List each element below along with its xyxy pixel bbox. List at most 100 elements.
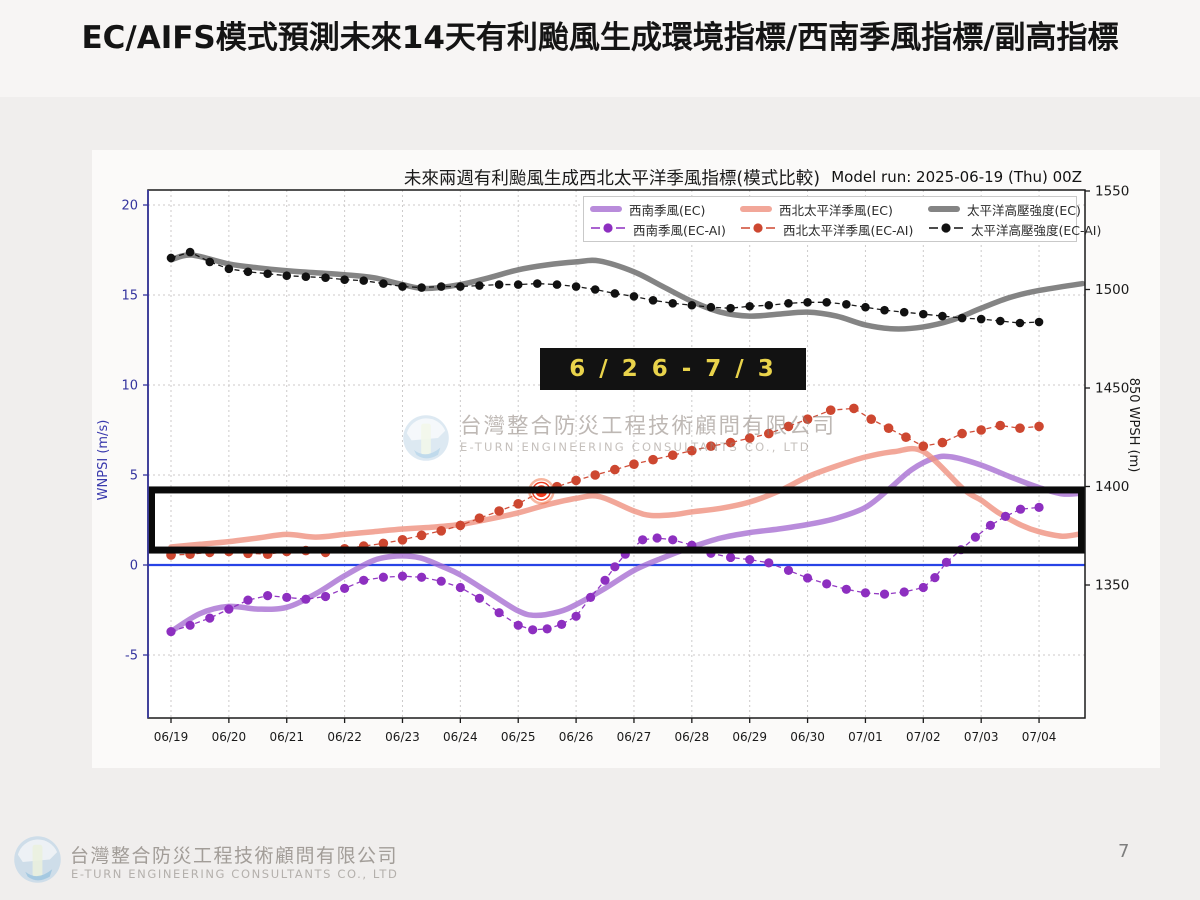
legend-label: 太平洋高壓強度(EC) <box>967 202 1081 218</box>
series-dot-sw_ai <box>1015 504 1026 514</box>
series-dot-sw_ai <box>822 579 832 589</box>
legend-line-swatch-icon <box>590 206 622 212</box>
series-dot-po_ai <box>803 298 812 307</box>
y-left-tick-label: 0 <box>130 559 138 574</box>
series-dot-po_ai <box>976 314 986 324</box>
series-dot-nwp_ai <box>436 526 447 536</box>
x-tick-label: 07/04 <box>1022 730 1057 744</box>
series-dot-nwp_ai <box>957 428 967 439</box>
series-dot-po_ai <box>456 282 465 291</box>
series-dot-sw_ai <box>378 572 388 582</box>
series-dot-sw_ai <box>985 520 996 531</box>
series-dot-nwp_ai <box>648 454 658 465</box>
slide-title: EC/AIFS模式預測未來14天有利颱風生成環境指標/西南季風指標/副高指標 <box>81 20 1119 56</box>
page-number: 7 <box>1118 841 1130 862</box>
legend-item-nwp_ec: 西北太平洋季風(EC) <box>740 200 928 219</box>
series-dot-po_ai <box>340 275 349 284</box>
x-tick-label: 06/28 <box>675 730 710 744</box>
series-dot-po_ai <box>668 298 678 308</box>
series-dot-nwp_ai <box>937 437 948 448</box>
series-dot-sw_ai <box>879 589 890 599</box>
series-dot-sw_ai <box>243 595 253 605</box>
series-dot-po_ai <box>1034 317 1044 327</box>
series-dot-sw_ai <box>783 565 794 576</box>
series-dot-nwp_ai <box>455 520 466 531</box>
series-dot-po_ai <box>494 280 504 289</box>
series-dot-po_ai <box>687 300 697 310</box>
series-dot-sw_ai <box>474 593 485 603</box>
x-tick-label: 06/23 <box>385 730 420 744</box>
y-right-tick-label: 1350 <box>1095 578 1129 594</box>
series-dot-po_ai <box>938 311 947 321</box>
series-dot-sw_ai <box>528 625 538 635</box>
x-tick-label: 06/27 <box>617 730 652 744</box>
x-tick-label: 06/24 <box>443 730 478 744</box>
series-dot-nwp_ai <box>1015 423 1025 434</box>
series-dot-nwp_ai <box>849 403 859 414</box>
series-dot-po_ai <box>726 303 735 313</box>
series-dot-sw_ai <box>918 582 928 593</box>
series-dot-po_ai <box>301 272 311 281</box>
series-dot-nwp_ai <box>744 433 755 443</box>
y-left-tick-label: -5 <box>125 649 138 664</box>
series-dot-po_ai <box>764 300 774 310</box>
series-dot-po_ai <box>243 267 253 277</box>
series-dot-po_ai <box>880 305 889 315</box>
x-tick-label: 06/22 <box>327 730 362 744</box>
series-dot-nwp_ai <box>706 441 716 452</box>
legend-item-po_ai: 太平洋高壓強度(EC-AI) <box>928 220 1101 239</box>
series-dot-nwp_ai <box>976 425 986 435</box>
series-dot-nwp_ai <box>610 464 620 475</box>
series-dot-po_ai <box>861 302 870 312</box>
series-dot-po_ai <box>417 283 426 292</box>
series-dot-nwp_ai <box>883 423 894 434</box>
x-tick-label: 06/25 <box>501 730 536 744</box>
x-tick-label: 06/19 <box>154 730 189 744</box>
series-dot-po_ai <box>166 253 176 263</box>
series-dot-sw_ai <box>436 576 446 586</box>
series-dot-sw_ai <box>340 583 350 594</box>
y-left-tick-label: 20 <box>121 199 138 214</box>
series-dot-po_ai <box>571 282 581 291</box>
series-dot-po_ai <box>822 298 831 307</box>
series-dot-sw_ai <box>610 562 620 572</box>
series-dot-nwp_ai <box>687 445 697 456</box>
series-dot-sw_ai <box>571 611 581 621</box>
series-dot-sw_ai <box>205 613 215 623</box>
series-dot-sw_ai <box>652 533 662 543</box>
series-dot-nwp_ai <box>629 459 639 470</box>
series-dot-po_ai <box>185 247 195 257</box>
y-left-axis-title: WNPSI (m/s) <box>96 420 111 501</box>
series-dot-nwp_ai <box>763 428 774 439</box>
series-dot-sw_ai <box>557 619 567 630</box>
series-dot-po_ai <box>706 302 716 312</box>
series-dot-po_ai <box>359 276 369 285</box>
series-dot-sw_ai <box>930 573 940 583</box>
series-dot-nwp_ai <box>995 420 1006 431</box>
series-dot-sw_ai <box>1034 502 1044 512</box>
series-dot-po_ai <box>745 301 754 311</box>
legend-marker-swatch-icon <box>740 222 776 237</box>
series-dot-sw_ai <box>600 575 610 585</box>
series-dot-sw_ai <box>802 573 813 583</box>
legend-line-swatch-icon <box>928 206 960 212</box>
series-dot-po_ai <box>379 279 388 288</box>
series-dot-po_ai <box>398 282 407 291</box>
series-dot-nwp_ai <box>494 506 504 516</box>
series-line-po_ai <box>170 251 1040 324</box>
series-dot-sw_ai <box>513 620 523 630</box>
legend-item-sw_ec: 西南季風(EC) <box>590 200 740 219</box>
chart-legend: 西南季風(EC) 西北太平洋季風(EC) 太平洋高壓強度(EC) 西南季風(EC-AI… <box>583 196 1101 242</box>
series-dot-sw_ai <box>542 624 552 634</box>
legend-label: 西北太平洋季風(EC) <box>779 202 893 218</box>
x-tick-label: 07/03 <box>964 730 999 744</box>
y-left-tick-label: 5 <box>130 469 138 484</box>
title-band <box>0 0 1200 97</box>
series-dot-po_ai <box>995 316 1005 326</box>
series-dot-sw_ai <box>455 582 465 593</box>
series-dot-po_ai <box>533 279 542 288</box>
series-dot-nwp_ai <box>513 499 524 509</box>
series-dot-nwp_ai <box>783 421 794 432</box>
